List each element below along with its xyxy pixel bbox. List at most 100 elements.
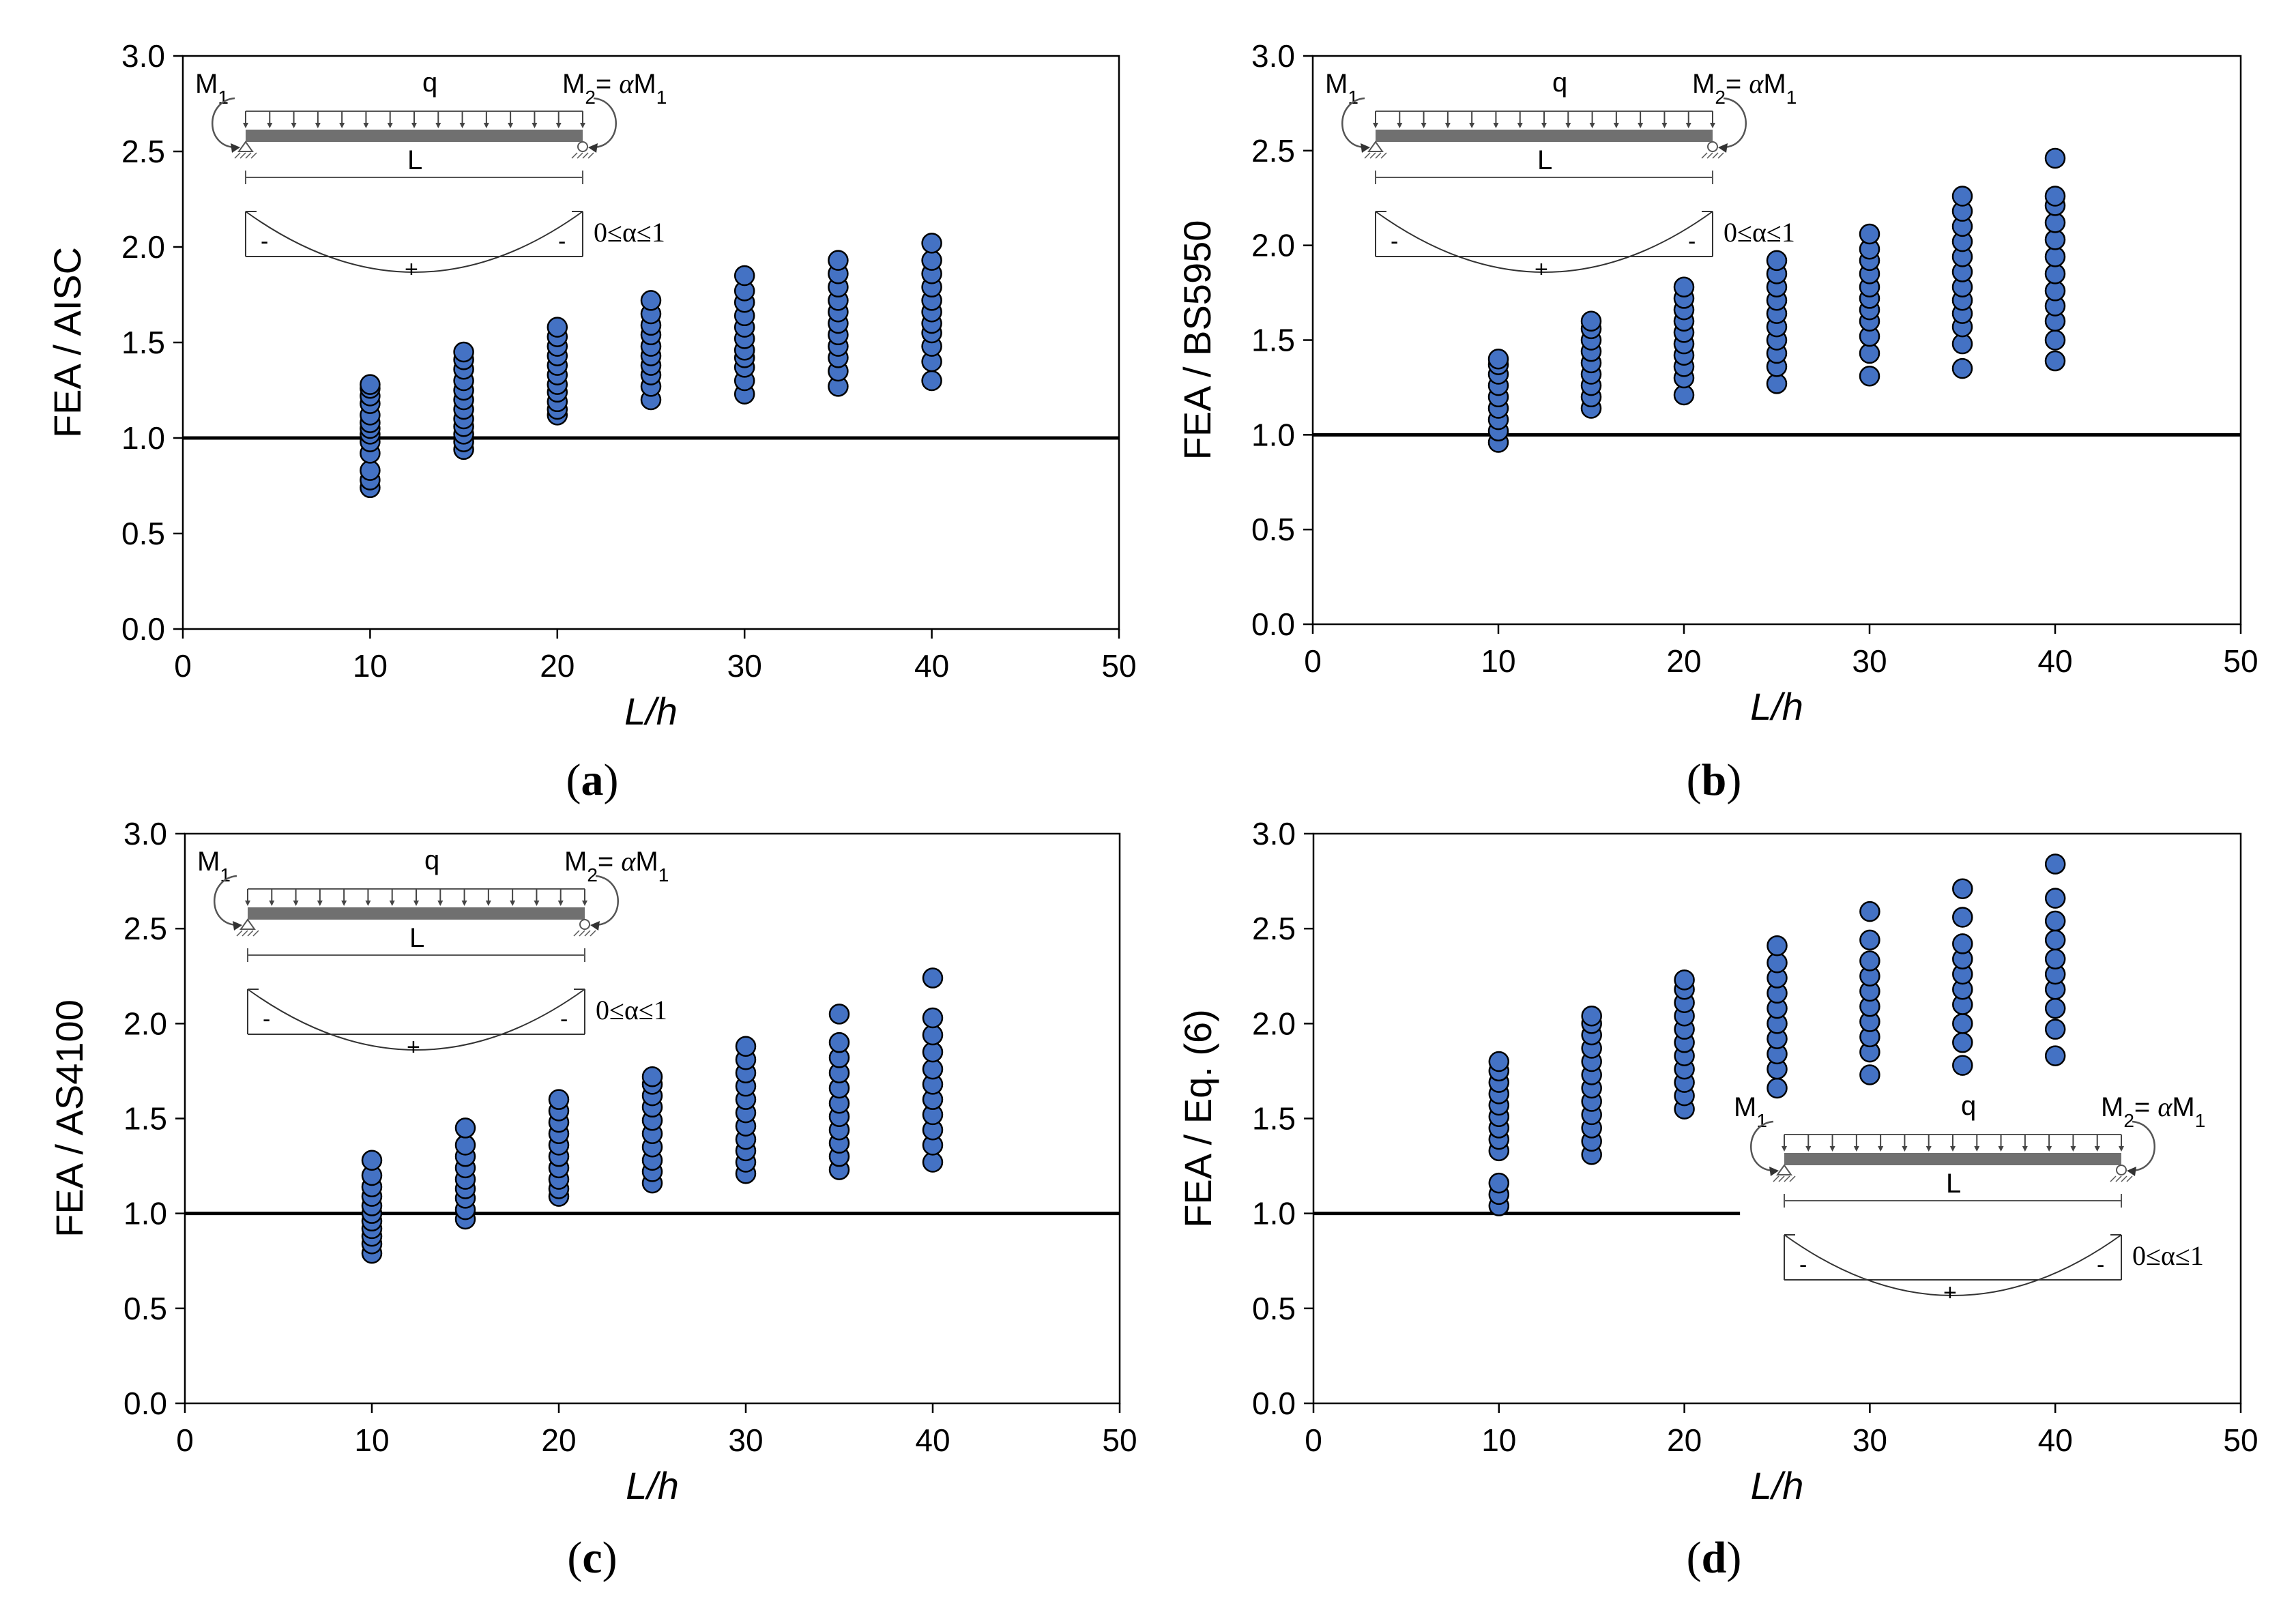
chart-b-inset-diagram: M1 q M2= αM1 L - - +0≤α≤1 <box>1325 68 1797 282</box>
chart-b-inset-load-arrowhead <box>1613 123 1619 128</box>
data-point <box>735 1036 757 1057</box>
data-point <box>2044 330 2066 351</box>
chart-d-inset-pin-support <box>1776 1164 1792 1175</box>
data-point <box>1951 186 1973 207</box>
y-tick-label: 0.0 <box>1252 1386 1296 1421</box>
y-tick-label: 0.0 <box>1251 606 1295 642</box>
chart-a-inset-hatch <box>577 152 583 159</box>
chart-a-inset-load-arrowhead <box>267 123 273 128</box>
chart-b-inset-moment-right <box>1721 97 1747 149</box>
data-point <box>641 1066 663 1087</box>
chart-d-inset-load-arrowhead <box>1926 1146 1932 1152</box>
chart-d-inset-diagram: M1 q M2= αM1 L - - +0≤α≤1 <box>1734 1091 2205 1306</box>
chart-b-inset-bmd-curve <box>1375 211 1713 273</box>
chart-d-inset-neg-right: - <box>2097 1252 2104 1278</box>
chart-d-inset-pos: + <box>1943 1280 1957 1306</box>
chart-a-inset-hatch <box>250 152 257 159</box>
y-tick-label: 3.0 <box>1252 816 1296 851</box>
chart-c-inset-load-arrowhead <box>389 901 395 906</box>
chart-b-inset-load-arrowhead <box>1517 123 1523 128</box>
x-tick-label: 0 <box>1304 643 1322 679</box>
data-point <box>2044 948 2066 969</box>
chart-c-inset-load-arrowhead <box>437 901 444 906</box>
chart-c-inset-hatch <box>252 930 259 937</box>
data-point <box>2044 853 2066 875</box>
chart-c-inset-load-arrowhead <box>510 901 516 906</box>
chart-b-inset-pos: + <box>1535 257 1548 282</box>
chart-a-inset-moment-left-head <box>231 143 240 153</box>
chart-a-inset-load-arrowhead <box>508 123 514 128</box>
chart-c-inset-pin-support <box>239 918 256 930</box>
data-point <box>1488 1172 1510 1194</box>
chart-c: 0.0 0.5 1.0 1.5 2.0 2.5 3.0 0 10 20 30 40 50 L/h FEA /… <box>48 816 1137 1583</box>
chart-c-inset-load-arrowhead <box>341 901 347 906</box>
data-point <box>1952 1055 1973 1076</box>
data-point <box>1859 950 1880 971</box>
data-point <box>733 265 755 287</box>
data-point <box>1580 310 1602 332</box>
chart-d-inset-load-arrowhead <box>2094 1146 2100 1152</box>
chart-b-inset-moment-left <box>1341 97 1367 149</box>
x-axis-label: L/h <box>624 690 678 733</box>
chart-d-caption: (d) <box>1687 1533 1742 1583</box>
data-point <box>921 233 942 254</box>
chart-a-inset-load-arrowhead <box>387 123 393 128</box>
x-axis-label: L/h <box>1750 685 1803 728</box>
y-tick-label: 0.5 <box>123 1291 167 1326</box>
chart-c-inset-load-arrowhead <box>365 901 371 906</box>
y-tick-label: 2.0 <box>1252 1006 1296 1041</box>
chart-a-inset-load-arrowhead <box>411 123 417 128</box>
data-point <box>2044 186 2066 207</box>
y-tick-label: 2.5 <box>1251 133 1295 169</box>
chart-c-inset-neg-right: - <box>560 1006 568 1032</box>
chart-b-inset-pin-support <box>1367 141 1384 152</box>
chart-a-inset-span-label: L <box>407 145 422 175</box>
data-point <box>360 374 381 395</box>
chart-b-inset-load-arrowhead <box>1444 123 1451 128</box>
chart-a-inset-hatch <box>234 152 241 159</box>
chart-a-caption: (a) <box>566 755 619 805</box>
data-point <box>1952 1013 1973 1034</box>
y-tick-label: 2.0 <box>1251 228 1295 263</box>
x-tick-label: 20 <box>541 1422 576 1458</box>
chart-d-inset-hatch <box>1784 1175 1790 1182</box>
data-point <box>360 460 381 481</box>
data-point <box>2044 1019 2066 1040</box>
data-point <box>454 1117 476 1139</box>
data-point <box>2044 350 2066 372</box>
chart-d-inset-span-label: L <box>1946 1169 1961 1199</box>
chart-c-inset-roller-support <box>579 919 590 930</box>
chart-c-inset-hatch <box>573 930 580 937</box>
chart-d-inset-load-arrowhead <box>2119 1146 2124 1152</box>
chart-b-inset-hatch <box>1712 152 1719 159</box>
chart-a-inset-load-arrowhead <box>483 123 489 128</box>
chart-a-inset-load-arrowhead <box>435 123 441 128</box>
data-point <box>548 1089 570 1110</box>
x-tick-label: 10 <box>1481 643 1515 679</box>
y-tick-label: 1.0 <box>1252 1196 1296 1231</box>
chart-a: 0.0 0.5 1.0 1.5 2.0 2.5 3.0 0 10 20 30 40 50 L/h FEA /… <box>46 38 1137 805</box>
data-point <box>921 250 942 271</box>
chart-b-inset-m2-label: M2= αM1 <box>1692 68 1797 108</box>
y-tick-label: 0.5 <box>121 516 165 551</box>
data-point <box>2044 147 2066 169</box>
chart-a-inset-load-arrowhead <box>363 123 369 128</box>
data-point <box>1487 349 1509 370</box>
x-tick-label: 20 <box>1667 1422 1702 1458</box>
chart-b-inset-neg-right: - <box>1688 229 1696 254</box>
chart-a-inset-hatch <box>582 152 589 159</box>
chart-d-inset-neg-left: - <box>1799 1252 1807 1278</box>
chart-c-inset-load-arrowhead <box>245 901 250 906</box>
chart-b-inset-m1-label: M1 <box>1325 69 1358 108</box>
x-tick-label: 50 <box>1102 1422 1137 1458</box>
chart-b-inset-span-label: L <box>1537 145 1552 175</box>
chart-a-inset-load-arrowhead <box>243 123 248 128</box>
chart-c-inset-load-arrowhead <box>413 901 419 906</box>
chart-c-inset-m2-label: M2= αM1 <box>564 846 669 886</box>
y-tick-label: 2.0 <box>121 229 165 265</box>
x-tick-label: 10 <box>1481 1422 1516 1458</box>
data-point <box>1766 250 1788 272</box>
y-axis-label: FEA / BS5950 <box>1176 220 1219 461</box>
data-point <box>1952 878 1973 899</box>
chart-b-inset-alpha-range: 0≤α≤1 <box>1724 217 1795 248</box>
